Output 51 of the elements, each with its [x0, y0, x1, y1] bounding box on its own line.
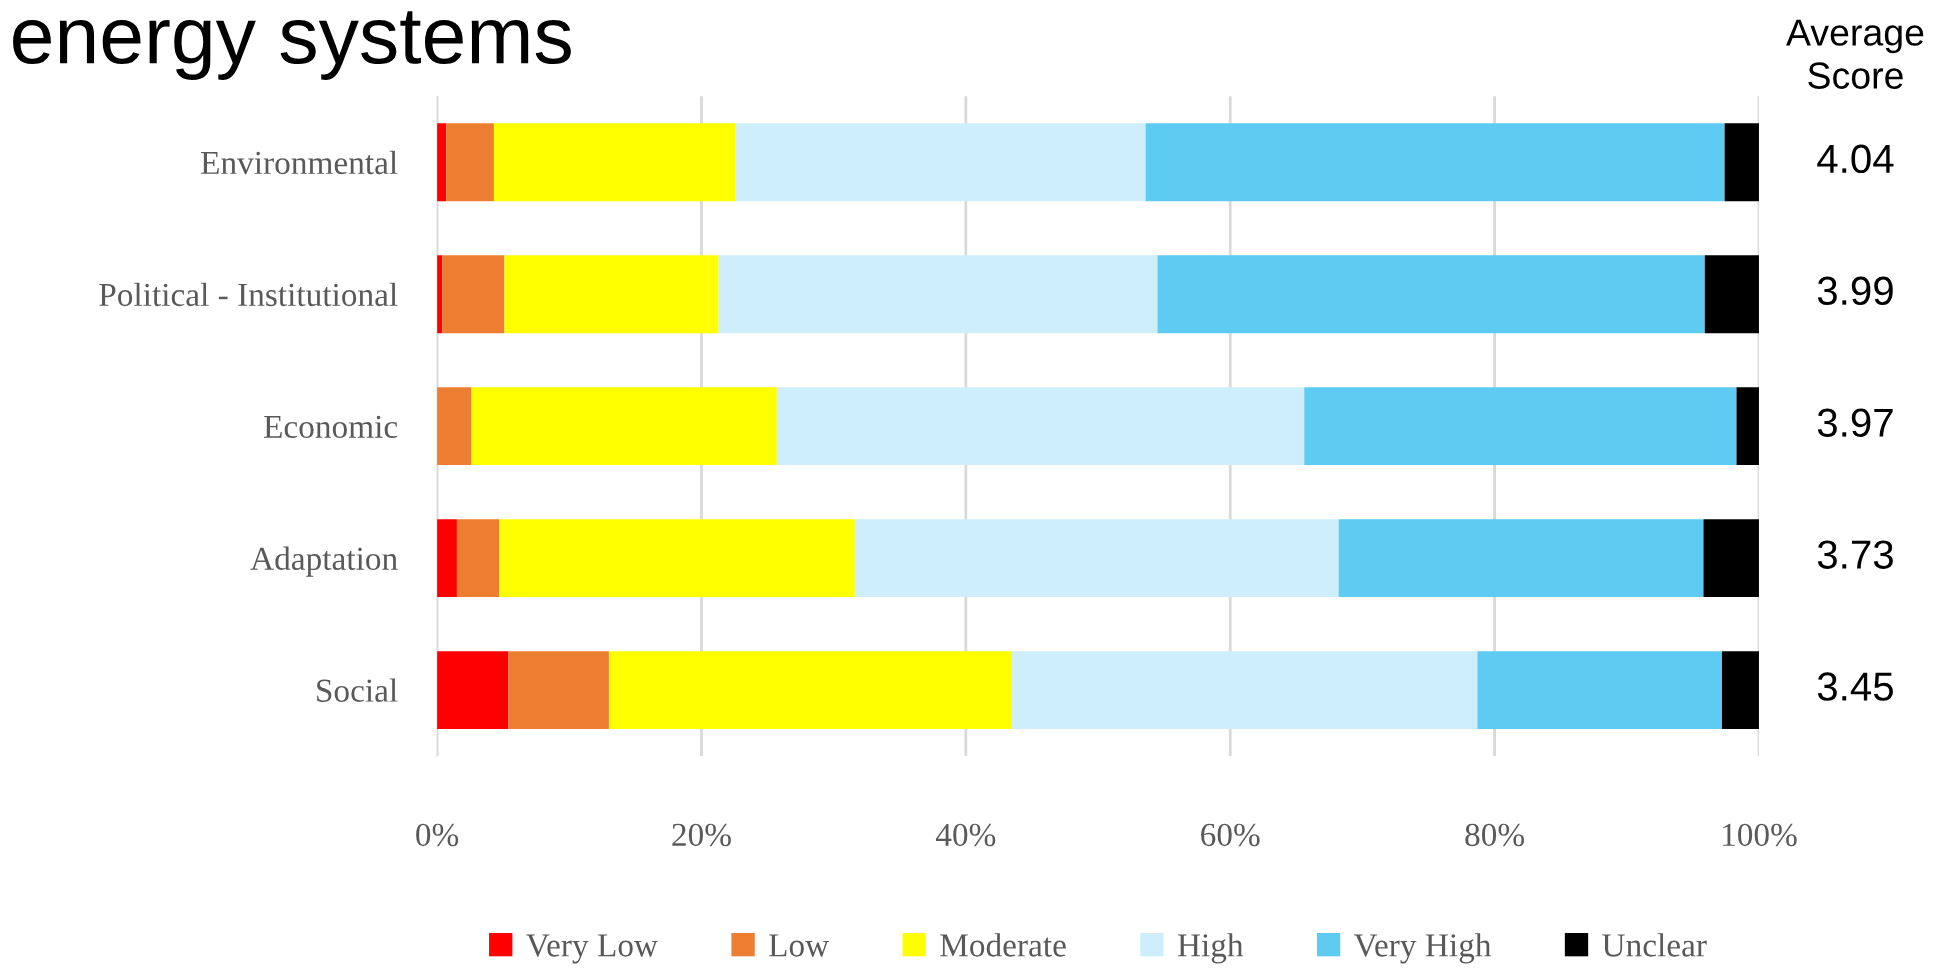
- bar: [1703, 519, 1759, 598]
- text: 4.04: [1817, 144, 1894, 174]
- bar: [1736, 387, 1759, 466]
- bar: [735, 123, 1146, 202]
- bar: [504, 255, 719, 334]
- bar: [776, 387, 1305, 466]
- x-tick-label: 40%: [935, 823, 996, 847]
- bar: [1724, 123, 1759, 202]
- bar: [437, 651, 509, 729]
- x-tick-label: 100%: [1723, 823, 1797, 847]
- bar: [1477, 651, 1722, 729]
- text: 3.45: [1817, 672, 1893, 701]
- y-tick-label: Political - Institutional: [99, 282, 398, 307]
- bar: [608, 651, 1013, 729]
- bar: [446, 123, 494, 202]
- bar: [437, 387, 472, 466]
- bar: [854, 519, 1339, 598]
- x-tick-label: 20%: [672, 823, 731, 847]
- bar: [718, 255, 1158, 334]
- legend-label: Moderate: [940, 933, 1066, 957]
- x-tick-label: 0%: [416, 823, 459, 847]
- bar: [1721, 651, 1759, 729]
- bar: [493, 123, 736, 202]
- bar: [1012, 651, 1478, 729]
- bar: [1157, 255, 1705, 334]
- y-tick-label: Environmental: [201, 150, 398, 175]
- bar: [1304, 387, 1737, 466]
- chart-title: energy systems: [13, 11, 571, 80]
- bar: [1704, 255, 1759, 334]
- text: 3.97: [1817, 408, 1893, 437]
- bar: [1145, 123, 1725, 202]
- y-tick-label: Adaptation: [250, 546, 398, 577]
- x-tick-label: 60%: [1201, 823, 1260, 847]
- bar: [456, 519, 500, 598]
- legend-label: Unclear: [1602, 933, 1707, 957]
- bar: [442, 255, 505, 334]
- bar: [471, 387, 777, 466]
- legend-label: Very High: [1353, 933, 1492, 964]
- text: 3.73: [1817, 540, 1893, 569]
- x-tick-label: 80%: [1465, 823, 1525, 847]
- text: Average Score: [1786, 19, 1924, 89]
- legend-label: Low: [769, 934, 830, 957]
- text: 3.99: [1817, 276, 1893, 306]
- bar: [499, 519, 855, 598]
- bar: [1338, 519, 1704, 598]
- legend-label: Very Low: [526, 934, 658, 964]
- y-tick-label: Economic: [264, 415, 398, 439]
- bar: [508, 651, 609, 729]
- bar: [437, 519, 457, 598]
- legend-label: High: [1177, 933, 1244, 964]
- y-tick-label: Social: [317, 678, 398, 702]
